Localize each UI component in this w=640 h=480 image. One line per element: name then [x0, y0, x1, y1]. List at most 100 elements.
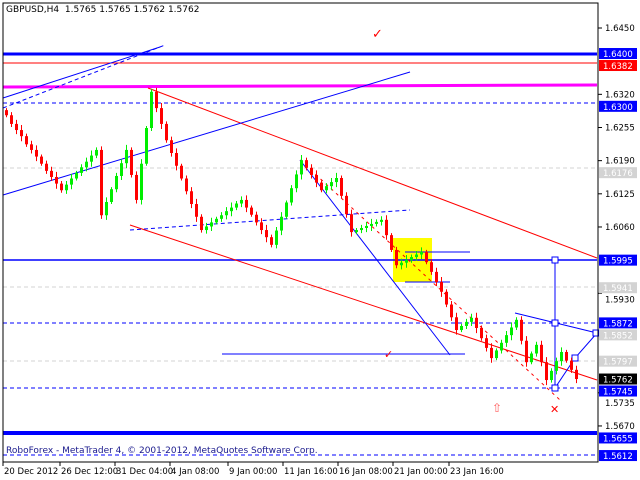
candle: [230, 202, 233, 217]
candle-body: [10, 115, 13, 124]
candle: [205, 222, 208, 234]
candle: [380, 216, 383, 226]
candle: [150, 88, 153, 132]
candle: [295, 170, 298, 193]
candle-body: [405, 260, 408, 263]
price-level-label: 1.5745: [599, 385, 637, 398]
candle: [560, 347, 563, 366]
candle-body: [445, 291, 448, 305]
candle: [185, 175, 188, 195]
candle: [120, 159, 123, 181]
candle: [485, 334, 488, 352]
anchor-point[interactable]: [551, 384, 559, 392]
candle: [260, 218, 263, 235]
candle-body: [50, 170, 53, 177]
candle: [355, 227, 358, 235]
price-tick-label: 1.6320: [605, 90, 635, 100]
candle: [525, 336, 528, 367]
candle-body: [305, 160, 308, 168]
candle-body: [115, 175, 118, 190]
candle: [155, 87, 158, 113]
price-tick-label: 1.6450: [605, 24, 635, 34]
candle: [320, 180, 323, 193]
candle: [130, 147, 133, 178]
candle-body: [335, 177, 338, 183]
check-mark-icon: ✓: [372, 27, 383, 42]
candle: [275, 226, 278, 249]
trend-line[interactable]: [2, 71, 411, 196]
candle: [80, 164, 83, 176]
candle: [445, 289, 448, 308]
candle: [290, 185, 293, 206]
candle-body: [285, 202, 288, 217]
candle: [400, 258, 403, 270]
price-level-label: 1.5655: [599, 432, 637, 444]
candle: [30, 140, 33, 154]
candle-body: [190, 191, 193, 205]
candle: [555, 357, 558, 375]
candle: [395, 246, 398, 269]
anchor-point[interactable]: [551, 256, 559, 264]
anchor-point[interactable]: [551, 319, 559, 327]
candle: [505, 331, 508, 347]
price-level-label: 1.5872: [599, 317, 637, 329]
channel-lower-line[interactable]: [129, 224, 598, 381]
dashed-channel-line[interactable]: [129, 209, 411, 231]
candle: [145, 125, 148, 166]
triangle-line[interactable]: [299, 159, 451, 356]
fan-line-1[interactable]: [2, 46, 161, 99]
price-level-box: [599, 100, 637, 112]
candle: [235, 200, 238, 211]
price-level-text: 1.5872: [603, 319, 633, 329]
candle-body: [535, 344, 538, 354]
candle-body: [465, 321, 468, 326]
candle-body: [210, 222, 213, 227]
price-level-text: 1.5995: [603, 257, 633, 267]
price-level-box: [599, 373, 637, 385]
time-tick-label: 31 Dec 04:00: [116, 467, 173, 477]
price-level-text: 1.6400: [603, 50, 633, 60]
channel-mid-line[interactable]: [299, 159, 561, 401]
candle: [95, 147, 98, 159]
candle-body: [330, 182, 333, 187]
candle: [60, 181, 63, 193]
candle-body: [185, 178, 188, 192]
candle-body: [320, 182, 323, 191]
candle: [170, 136, 173, 157]
channel-upper-line[interactable]: [147, 87, 598, 259]
candle-body: [240, 199, 243, 204]
time-tick-label: 23 Jan 16:00: [450, 467, 504, 477]
candle-body: [265, 230, 268, 238]
candle: [50, 166, 53, 182]
candle: [405, 255, 408, 268]
price-tick-label: 1.5930: [605, 296, 635, 306]
candle: [550, 368, 553, 383]
candle-body: [390, 235, 393, 250]
candle-body: [300, 160, 303, 175]
candle-body: [180, 165, 183, 179]
candle-body: [420, 251, 423, 255]
candle: [350, 209, 353, 237]
time-tick-label: 21 Jan 00:00: [394, 467, 448, 477]
candle-body: [525, 340, 528, 363]
resistance-line[interactable]: [2, 83, 598, 89]
candle: [520, 316, 523, 345]
candle-body: [45, 163, 48, 171]
candle: [415, 250, 418, 261]
candle-body: [360, 227, 363, 231]
candle-body: [25, 136, 28, 145]
candle: [265, 224, 268, 243]
candle-body: [295, 174, 298, 189]
candle-body: [545, 362, 548, 381]
candle-body: [15, 123, 18, 131]
anchor-point[interactable]: [571, 354, 579, 362]
fan-line-2[interactable]: [2, 44, 166, 109]
candle: [165, 121, 168, 143]
time-tick-label: 4 Jan 08:00: [171, 467, 219, 477]
price-tick-label: 1.6190: [605, 157, 635, 167]
price-level-text: 1.5762: [603, 376, 633, 386]
price-level-text: 1.6300: [603, 103, 633, 113]
candle: [420, 247, 423, 260]
